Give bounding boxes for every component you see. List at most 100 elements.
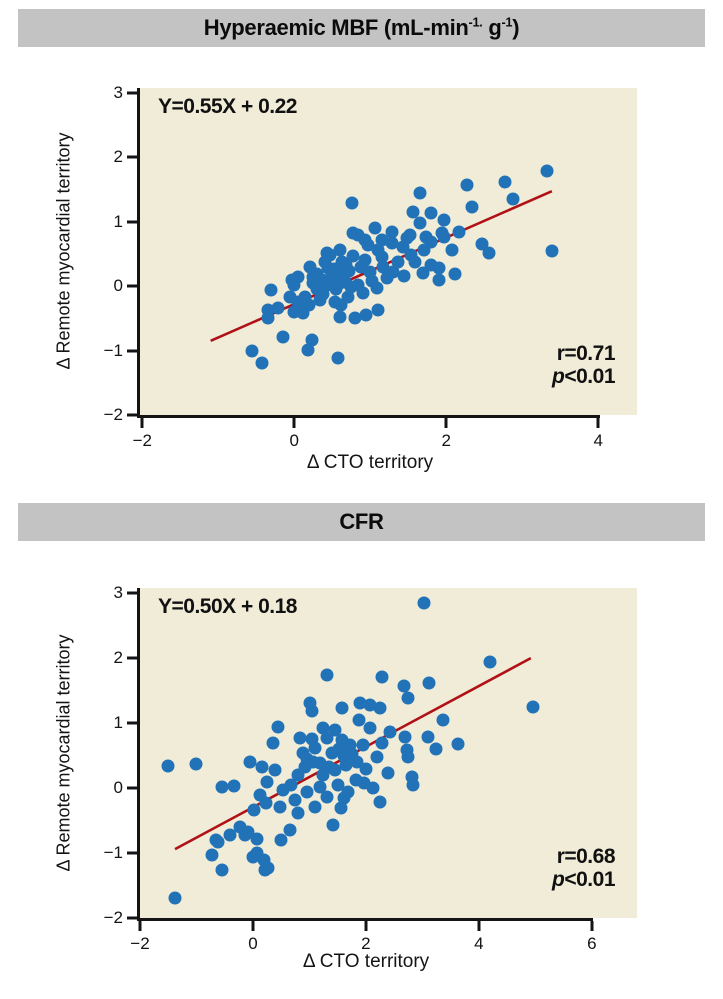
data-point [424, 206, 438, 220]
data-point [284, 778, 298, 792]
data-point [452, 225, 466, 239]
regression-equation: Y=0.50X + 0.18 [158, 595, 297, 618]
y-axis-line [137, 88, 140, 418]
y-tick-label: 3 [113, 82, 123, 102]
data-point [245, 344, 259, 357]
data-point [300, 752, 314, 766]
data-point [345, 747, 359, 761]
data-point [381, 766, 395, 780]
data-point [526, 700, 540, 714]
data-point [432, 273, 446, 287]
y-tick-label: 2 [113, 147, 123, 166]
y-tick-label: 1 [113, 211, 123, 231]
x-tick-mark [596, 418, 600, 428]
data-point [383, 725, 397, 739]
y-tick-mark [127, 220, 137, 223]
data-point [321, 261, 335, 275]
correlation-stats: r=0.71 p<0.01 [552, 342, 615, 389]
data-point [264, 283, 278, 297]
data-point [368, 221, 382, 235]
data-point [359, 308, 373, 322]
data-point [215, 863, 229, 877]
data-point [375, 250, 389, 264]
data-point [326, 818, 340, 832]
scatter-plot-hyperaemic-mbf: Y=0.55X + 0.22 r=0.71 p<0.01 −2 0 2 4 3 2 1 0 −1… [104, 83, 637, 450]
data-point [243, 755, 257, 769]
data-point [223, 828, 237, 842]
data-point [258, 863, 272, 877]
x-tick-label: −2 [132, 431, 152, 450]
y-axis-label: Δ Remote myocardial territory [53, 132, 74, 370]
data-point [356, 738, 370, 752]
data-point [333, 243, 347, 257]
data-point [398, 730, 412, 744]
x-tick-mark [292, 418, 296, 428]
data-point [255, 356, 269, 370]
r-value: r=0.68 [556, 844, 616, 868]
data-point [345, 196, 359, 210]
data-point [417, 596, 431, 610]
y-tick-mark [127, 656, 137, 660]
data-point [352, 713, 366, 727]
y-tick-mark [127, 916, 137, 920]
x-tick-mark [138, 921, 142, 931]
data-point [376, 260, 390, 274]
data-point [273, 800, 287, 814]
correlation-stats: r=0.68 p<0.01 [552, 845, 615, 892]
data-point [344, 280, 358, 294]
data-point [406, 205, 420, 219]
data-point [397, 269, 411, 283]
x-tick-mark [140, 418, 144, 428]
data-point [354, 260, 368, 274]
x-axis-label: Δ CTO territory [306, 452, 434, 473]
data-point [359, 762, 373, 776]
y-tick-mark [127, 851, 137, 855]
data-point [308, 800, 322, 814]
data-point [406, 778, 420, 792]
data-point [334, 298, 348, 312]
data-point [385, 236, 399, 250]
data-point [291, 806, 305, 820]
x-tick-label: 4 [593, 431, 603, 450]
data-point [445, 243, 459, 257]
data-point [339, 758, 353, 772]
data-point [419, 230, 433, 244]
x-tick-label: 0 [289, 431, 299, 450]
data-point [288, 793, 302, 807]
y-tick-label: 3 [113, 583, 123, 603]
panel-title-hyperaemic-mbf: Hyperaemic MBF (mL-min-1. g-1) [204, 15, 520, 41]
data-point [255, 760, 269, 774]
x-tick-label: 0 [248, 934, 258, 953]
y-tick-mark [127, 284, 137, 288]
data-point [266, 736, 280, 750]
y-tick-mark [127, 155, 137, 159]
data-point [465, 200, 479, 214]
data-point [401, 691, 415, 705]
data-point [285, 273, 299, 287]
title-text: ) [512, 15, 520, 40]
data-point [332, 742, 346, 756]
y-tick-mark [127, 349, 137, 352]
data-point [385, 225, 399, 239]
data-point [506, 192, 520, 206]
title-superscript: -1. [468, 14, 483, 30]
data-point [260, 775, 274, 789]
data-point [400, 231, 414, 245]
y-tick-mark [127, 591, 137, 595]
data-point [436, 713, 450, 727]
y-tick-mark [127, 413, 137, 417]
x-tick-mark [477, 921, 481, 931]
y-tick-label: −1 [103, 340, 123, 360]
data-point [334, 801, 348, 815]
data-point [268, 763, 282, 777]
data-point [416, 266, 430, 280]
data-point [329, 282, 343, 296]
data-point [483, 655, 497, 669]
data-point [261, 311, 275, 325]
data-point [333, 310, 347, 324]
data-point [401, 750, 415, 764]
panel-title-cfr: CFR [339, 509, 384, 535]
data-point [435, 226, 449, 240]
data-point [370, 750, 384, 764]
data-point [342, 264, 356, 278]
